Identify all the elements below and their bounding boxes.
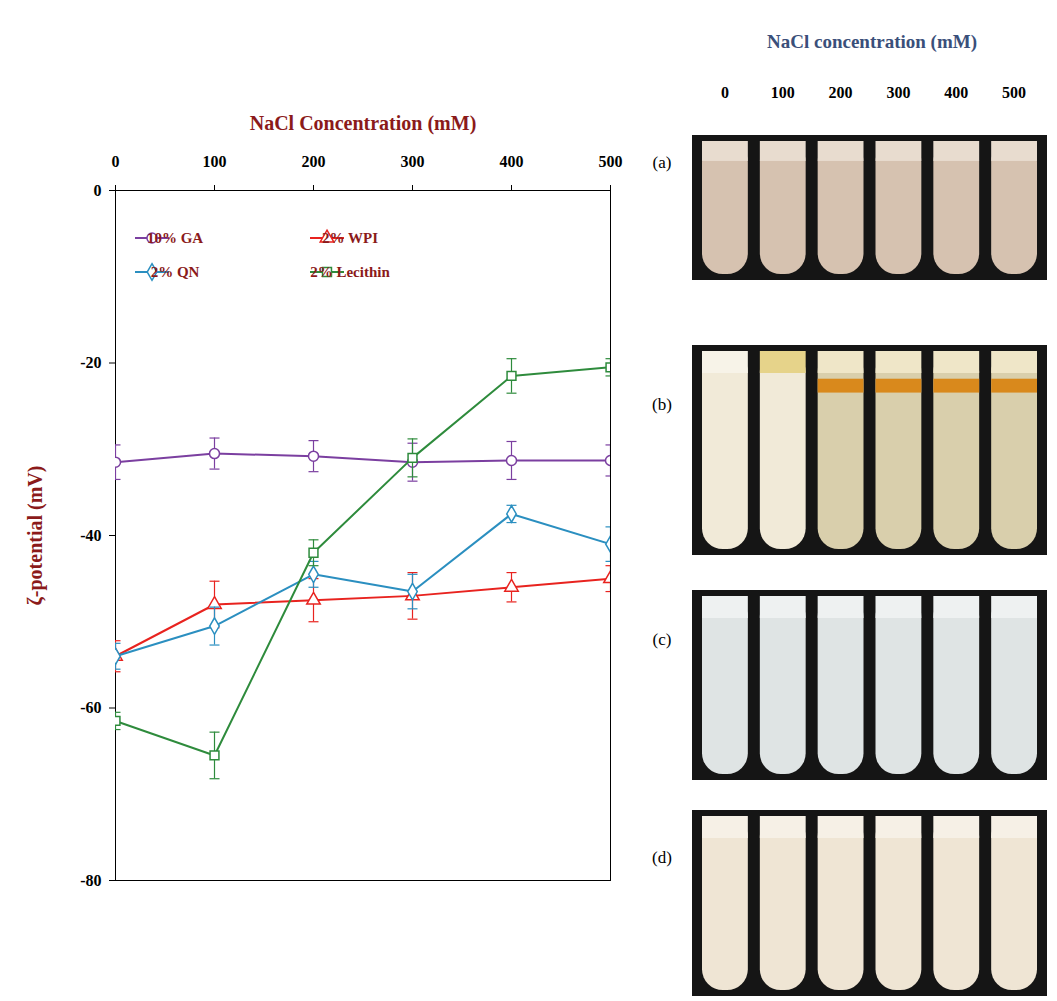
- svg-text:NaCl concentration (mM): NaCl concentration (mM): [767, 31, 977, 53]
- svg-text:(b): (b): [652, 395, 672, 414]
- svg-text:500: 500: [599, 153, 623, 170]
- svg-text:-20: -20: [80, 354, 101, 371]
- svg-text:2% WPI: 2% WPI: [322, 230, 378, 246]
- svg-text:(d): (d): [652, 848, 672, 867]
- svg-text:-80: -80: [80, 872, 101, 889]
- svg-text:-40: -40: [80, 527, 101, 544]
- svg-text:200: 200: [302, 153, 326, 170]
- svg-text:2% QN: 2% QN: [151, 264, 200, 280]
- svg-text:2% Lecithin: 2% Lecithin: [310, 264, 390, 280]
- svg-text:300: 300: [401, 153, 425, 170]
- svg-text:400: 400: [944, 84, 968, 101]
- svg-text:0: 0: [112, 153, 120, 170]
- svg-text:ζ-potential (mV): ζ-potential (mV): [24, 466, 47, 606]
- svg-text:500: 500: [1002, 84, 1026, 101]
- svg-text:300: 300: [886, 84, 910, 101]
- svg-text:200: 200: [829, 84, 853, 101]
- svg-text:-60: -60: [80, 699, 101, 716]
- svg-text:(c): (c): [653, 630, 672, 649]
- svg-text:0: 0: [721, 84, 729, 101]
- svg-text:(a): (a): [653, 153, 672, 172]
- svg-text:10% GA: 10% GA: [147, 230, 203, 246]
- svg-text:NaCl Concentration (mM): NaCl Concentration (mM): [250, 112, 477, 135]
- svg-text:400: 400: [500, 153, 524, 170]
- svg-text:0: 0: [94, 182, 102, 199]
- svg-text:100: 100: [203, 153, 227, 170]
- svg-text:100: 100: [771, 84, 795, 101]
